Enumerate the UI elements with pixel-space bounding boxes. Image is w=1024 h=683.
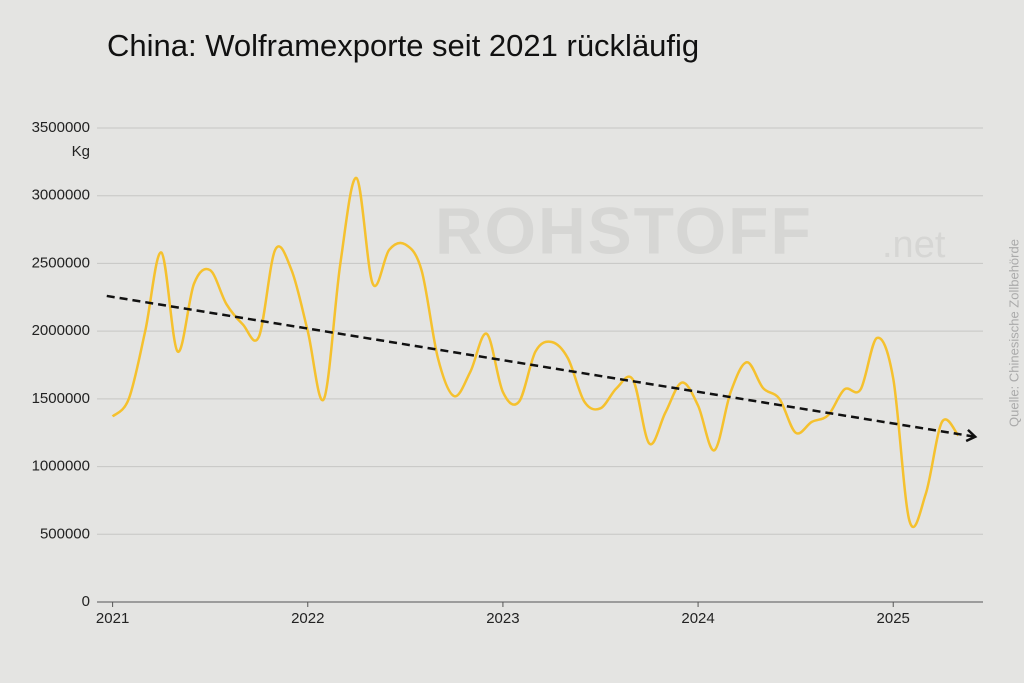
source: Quelle: Chinesische Zollbehörde [1006,239,1021,427]
y-unit: Kg [72,143,90,160]
y-tick-label: 1500000 [32,390,90,407]
chart-title: China: Wolframexporte seit 2021 rückläuf… [107,28,699,63]
watermark-suffix: .net [882,224,946,266]
watermark: ROHSTOFF [435,193,813,267]
x-tick-label: 2025 [877,610,910,627]
y-tick-label: 2000000 [32,322,90,339]
y-tick-label: 0 [82,593,90,610]
x-tick-label: 2022 [291,610,324,627]
y-tick-label: 1000000 [32,458,90,475]
x-tick-label: 2024 [681,610,714,627]
trend-line [106,294,976,439]
x-tick-label: 2021 [96,610,129,627]
y-tick-label: 3500000 [32,119,90,136]
x-tick-label: 2023 [486,610,519,627]
y-tick-label: 3000000 [32,187,90,204]
y-tick-label: 2500000 [32,254,90,271]
trend-arrowhead [965,428,978,443]
y-tick-label: 500000 [40,525,90,542]
data-line [111,176,960,529]
